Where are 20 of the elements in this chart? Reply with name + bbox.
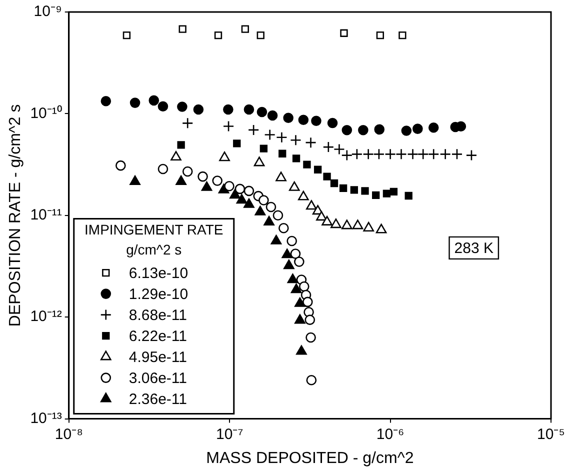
legend-label: 1.29e-10 (128, 286, 188, 303)
legend-label: 6.22e-11 (128, 328, 187, 345)
x-tick-label: 10⁻⁶ (376, 426, 404, 443)
y-axis-title: DEPOSITION RATE - g/cm^2 s (7, 104, 24, 327)
legend-title: IMPINGEMENT RATE g/cm^2 s (84, 222, 224, 258)
x-tick-label: 10⁻⁷ (216, 426, 244, 443)
y-tick-label: 10⁻¹² (30, 308, 62, 326)
legend-label: 3.06e-11 (128, 370, 187, 387)
y-tick-label: 10⁻⁹ (34, 3, 62, 20)
x-tick-label: 10⁻⁸ (54, 426, 83, 443)
y-tick-label: 10⁻¹⁰ (30, 104, 62, 122)
legend-label: 8.68e-11 (128, 306, 187, 324)
legend-label: 6.13e-10 (128, 264, 188, 282)
y-tick-label: 10⁻¹¹ (30, 206, 62, 224)
x-tick-label: 10⁻⁵ (537, 426, 565, 443)
annotation: 283 K (454, 240, 494, 258)
y-tick-label: 10⁻¹³ (30, 410, 62, 427)
x-axis-title: MASS DEPOSITED - g/cm^2 (206, 450, 414, 467)
legend-label: 4.95e-11 (128, 348, 187, 366)
legend-label: 2.36e-11 (128, 390, 187, 408)
